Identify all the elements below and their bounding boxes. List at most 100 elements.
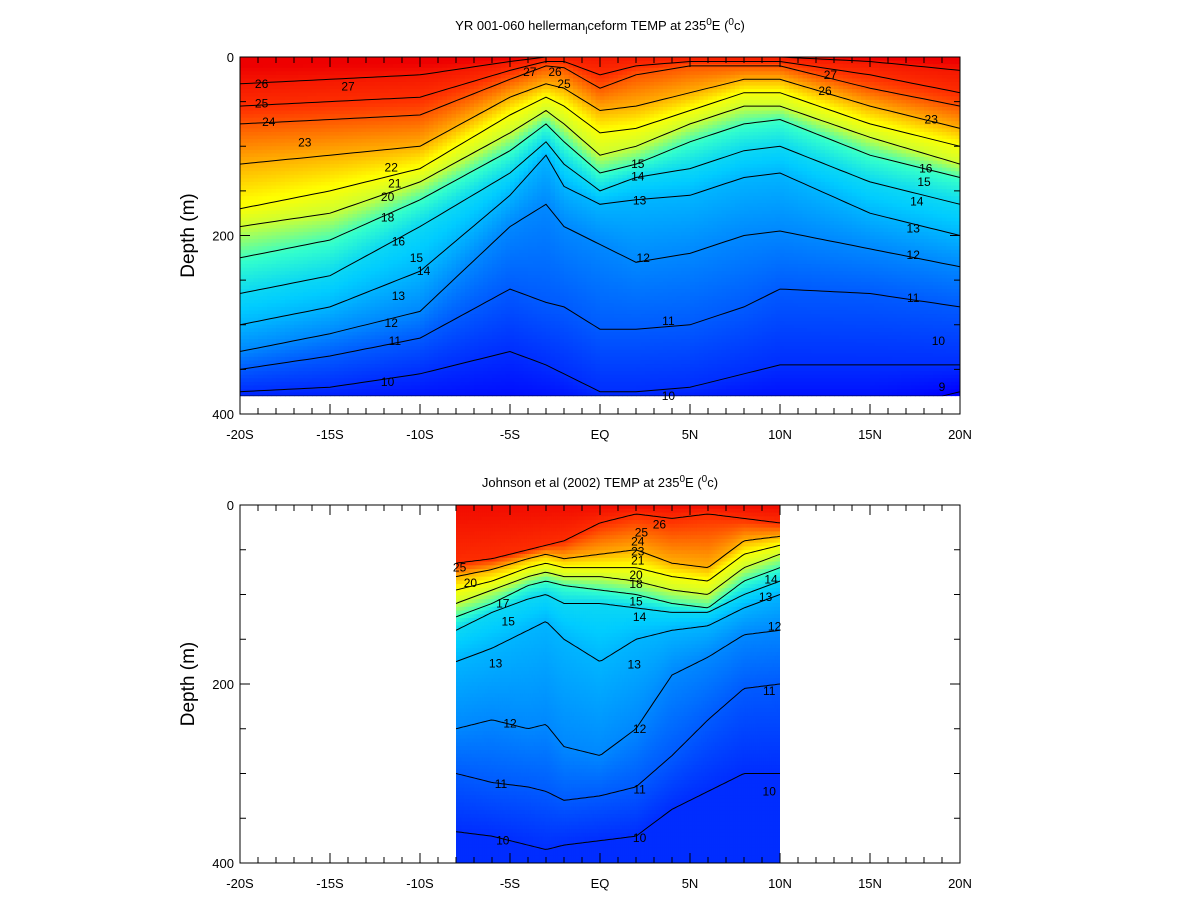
- field-cell: [451, 378, 457, 383]
- field-cell: [370, 374, 376, 379]
- field-cell: [415, 142, 421, 147]
- field-cell: [249, 314, 255, 319]
- field-cell: [424, 178, 430, 183]
- field-cell: [294, 285, 300, 290]
- field-cell: [343, 221, 349, 226]
- field-cell: [469, 299, 475, 304]
- field-cell: [388, 296, 394, 301]
- field-cell: [424, 156, 430, 162]
- field-cell: [415, 217, 421, 222]
- field-cell: [280, 199, 286, 204]
- field-cell: [361, 228, 367, 233]
- field-cell: [280, 67, 286, 72]
- field-cell: [352, 103, 358, 108]
- field-cell: [420, 317, 426, 322]
- field-cell: [312, 142, 318, 147]
- field-cell: [325, 78, 331, 83]
- field-cell: [330, 306, 336, 312]
- field-cell: [262, 214, 268, 219]
- field-cell: [420, 103, 426, 108]
- field-cell: [357, 328, 363, 333]
- field-cell: [465, 78, 471, 83]
- field-cell: [375, 199, 381, 204]
- field-cell: [280, 110, 286, 115]
- field-cell: [438, 153, 444, 158]
- field-cell: [267, 81, 273, 87]
- field-cell: [388, 153, 394, 158]
- field-cell: [379, 346, 385, 351]
- field-cell: [402, 306, 408, 312]
- field-cell: [433, 339, 439, 344]
- field-cell: [406, 353, 412, 358]
- field-cell: [415, 310, 421, 315]
- field-cell: [303, 214, 309, 219]
- field-cell: [253, 321, 259, 326]
- field-cell: [451, 124, 457, 129]
- field-cell: [339, 99, 345, 105]
- field-cell: [276, 289, 282, 294]
- field-cell: [244, 135, 250, 140]
- field-cell: [348, 328, 354, 333]
- field-cell: [244, 253, 250, 258]
- field-cell: [438, 121, 444, 126]
- field-cell: [307, 331, 313, 337]
- field-cell: [258, 392, 264, 397]
- field-cell: [298, 146, 304, 151]
- field-cell: [330, 371, 336, 376]
- field-cell: [316, 78, 322, 83]
- field-cell: [334, 249, 340, 254]
- field-cell: [357, 339, 363, 344]
- field-cell: [375, 164, 381, 169]
- field-cell: [465, 114, 471, 119]
- field-cell: [361, 174, 367, 179]
- field-cell: [442, 231, 448, 237]
- field-cell: [370, 342, 376, 347]
- field-cell: [456, 142, 462, 147]
- field-cell: [325, 114, 331, 119]
- field-cell: [316, 381, 322, 387]
- field-cell: [240, 360, 246, 365]
- field-cell: [357, 206, 363, 212]
- field-cell: [267, 256, 273, 262]
- field-cell: [330, 206, 336, 212]
- field-cell: [379, 235, 385, 240]
- field-cell: [379, 292, 385, 297]
- field-cell: [303, 317, 309, 322]
- field-cell: [370, 310, 376, 315]
- field-cell: [429, 331, 435, 337]
- field-cell: [415, 367, 421, 372]
- field-cell: [271, 249, 277, 254]
- field-cell: [393, 196, 399, 201]
- field-cell: [348, 324, 354, 329]
- field-cell: [298, 274, 304, 279]
- field-cell: [379, 385, 385, 390]
- field-cell: [321, 160, 327, 165]
- field-cell: [330, 139, 336, 144]
- field-cell: [375, 371, 381, 376]
- field-cell: [285, 339, 291, 344]
- field-cell: [280, 124, 286, 129]
- field-cell: [384, 328, 390, 333]
- field-cell: [276, 221, 282, 226]
- field-cell: [276, 235, 282, 240]
- field-cell: [366, 67, 372, 72]
- field-cell: [442, 160, 448, 165]
- field-cell: [244, 242, 250, 247]
- field-cell: [334, 131, 340, 137]
- field-cell: [285, 346, 291, 351]
- field-cell: [271, 78, 277, 83]
- field-cell: [429, 74, 435, 80]
- field-cell: [411, 253, 417, 258]
- field-cell: [415, 231, 421, 237]
- field-cell: [249, 174, 255, 179]
- field-cell: [294, 339, 300, 344]
- field-cell: [262, 296, 268, 301]
- field-cell: [370, 139, 376, 144]
- field-cell: [379, 242, 385, 247]
- field-cell: [388, 221, 394, 226]
- field-cell: [285, 392, 291, 397]
- field-cell: [316, 356, 322, 362]
- field-cell: [429, 67, 435, 72]
- field-cell: [258, 64, 264, 69]
- field-cell: [451, 242, 457, 247]
